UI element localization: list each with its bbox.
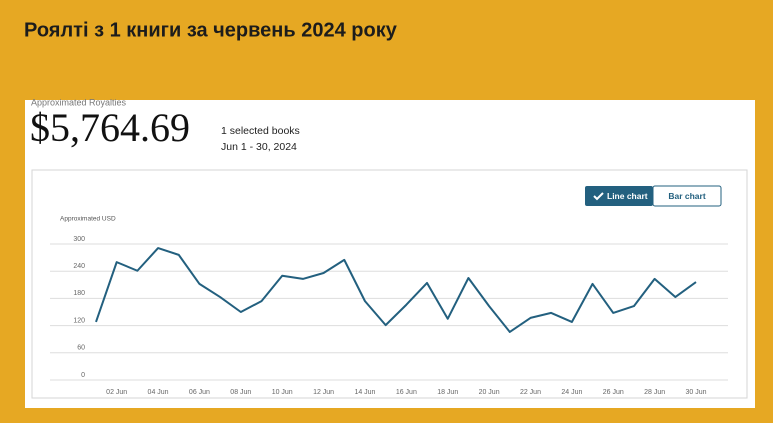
panel — [25, 100, 755, 408]
x-tick-label: 08 Jun — [230, 389, 251, 396]
x-tick-label: 20 Jun — [479, 389, 500, 396]
line-series — [95, 247, 697, 333]
summary-label: Approximated Royalties — [31, 97, 127, 107]
line-chart-button[interactable] — [585, 186, 653, 206]
x-tick-label: 18 Jun — [437, 389, 458, 396]
y-tick-label: 300 — [73, 236, 85, 243]
x-tick-label: 30 Jun — [685, 389, 706, 396]
summary-amount: $5,764.69 — [30, 105, 190, 150]
x-tick-label: 24 Jun — [561, 389, 582, 396]
bar-chart-button[interactable] — [652, 185, 722, 207]
y-tick-label: 240 — [73, 263, 85, 270]
y-tick-label: 180 — [73, 290, 85, 297]
bar-chart-label: Bar chart — [668, 191, 705, 201]
chart-box — [31, 169, 748, 399]
summary-period: Jun 1 - 30, 2024 — [221, 141, 297, 153]
summary-books: 1 selected books — [221, 125, 300, 137]
x-tick-label: 02 Jun — [106, 389, 127, 396]
y-tick-label: 0 — [81, 372, 85, 379]
page-title: Роялті з 1 книги за червень 2024 року — [24, 19, 398, 41]
x-tick-label: 28 Jun — [644, 389, 665, 396]
x-tick-label: 22 Jun — [520, 389, 541, 396]
x-tick-label: 12 Jun — [313, 389, 334, 396]
chart-toggle: Line chart Bar chart — [585, 185, 722, 207]
x-tick-label: 10 Jun — [272, 389, 293, 396]
x-tick-label: 16 Jun — [396, 389, 417, 396]
y-tick-label: 60 — [77, 345, 85, 352]
check-icon — [593, 192, 604, 201]
x-tick-label: 26 Jun — [603, 389, 624, 396]
line-chart-label: Line chart — [607, 191, 648, 201]
x-tick-label: 04 Jun — [148, 389, 169, 396]
y-tick-label: 120 — [73, 317, 85, 324]
y-axis-label: Approximated USD — [60, 216, 116, 223]
x-tick-label: 14 Jun — [354, 389, 375, 396]
x-tick-label: 06 Jun — [189, 389, 210, 396]
